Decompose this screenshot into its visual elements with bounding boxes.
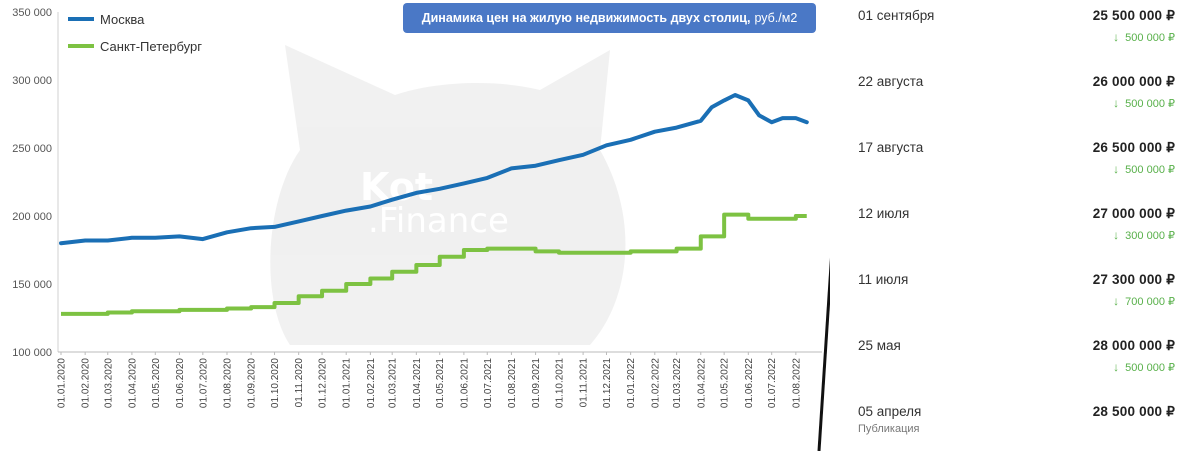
- arrow-down-icon: ↓: [1113, 228, 1120, 242]
- watermark-line2: .Finance: [368, 201, 509, 241]
- price-value: 26 500 000 ₽: [1092, 140, 1175, 155]
- price-date: 01 сентября: [858, 8, 935, 23]
- x-tick-label: 01.09.2020: [247, 358, 258, 408]
- price-history-item: 11 июля 27 300 000 ₽ ↓ 700 000 ₽: [855, 270, 1175, 320]
- y-tick-label: 150 000: [12, 279, 52, 291]
- x-tick-label: 01.06.2022: [744, 358, 755, 408]
- x-tick-label: 01.12.2021: [602, 358, 613, 408]
- x-tick-label: 01.03.2020: [103, 358, 114, 408]
- price-change: ↓ 700 000 ₽: [1113, 294, 1175, 308]
- chart-title-text: Динамика цен на жилую недвижимость двух …: [421, 11, 751, 25]
- price-history-item: 05 апреля 28 500 000 ₽ Публикация: [855, 402, 1175, 452]
- x-tick-label: 01.12.2020: [318, 358, 329, 408]
- divider-line: [817, 257, 830, 451]
- price-change: ↓ 300 000 ₽: [1113, 228, 1175, 242]
- price-value: 27 300 000 ₽: [1092, 272, 1175, 287]
- x-tick-label: 01.06.2020: [175, 358, 186, 408]
- legend-label-spb: Санкт-Петербург: [100, 39, 202, 54]
- price-history-item: 12 июля 27 000 000 ₽ ↓ 300 000 ₽: [855, 204, 1175, 254]
- x-tick-labels: 01.01.2020 01.02.2020 01.03.2020 01.04.2020…: [57, 352, 802, 408]
- x-tick-label: 01.06.2021: [459, 358, 470, 408]
- x-tick-label: 01.07.2021: [483, 358, 494, 408]
- x-tick-label: 01.05.2021: [435, 358, 446, 408]
- price-value: 27 000 000 ₽: [1092, 206, 1175, 221]
- price-change: ↓ 500 000 ₽: [1113, 162, 1175, 176]
- series-line-spb: [61, 212, 807, 316]
- x-tick-label: 01.07.2020: [198, 358, 209, 408]
- price-change-value: 500 000 ₽: [1125, 164, 1175, 176]
- publication-note: Публикация: [858, 423, 920, 435]
- x-tick-label: 01.03.2022: [672, 358, 683, 408]
- x-tick-label: 01.08.2020: [222, 358, 233, 408]
- arrow-down-icon: ↓: [1113, 294, 1120, 308]
- x-tick-label: 01.04.2022: [696, 358, 707, 408]
- y-tick-label: 300 000: [12, 75, 52, 87]
- arrow-down-icon: ↓: [1113, 30, 1120, 44]
- watermark-cat-silhouette: [270, 45, 626, 345]
- y-tick-label: 350 000: [12, 7, 52, 19]
- y-tick-labels: 100 000 150 000 200 000 250 000 300 000 350 0…: [12, 7, 52, 359]
- price-history-item: 25 мая 28 000 000 ₽ ↓ 500 000 ₽: [855, 336, 1175, 386]
- x-tick-label: 01.11.2021: [579, 358, 590, 408]
- price-date: 22 августа: [858, 74, 924, 89]
- price-history-list: 01 сентября 25 500 000 ₽ ↓ 500 000 ₽ 22 а…: [855, 0, 1185, 451]
- price-value: 28 500 000 ₽: [1092, 404, 1175, 419]
- chart-title: Динамика цен на жилую недвижимость двух …: [403, 3, 816, 33]
- x-tick-label: 01.01.2021: [342, 358, 353, 408]
- price-change-value: 500 000 ₽: [1125, 98, 1175, 110]
- price-history-item: 17 августа 26 500 000 ₽ ↓ 500 000 ₽: [855, 138, 1175, 188]
- watermark: Kot .Finance: [270, 45, 626, 345]
- price-change: ↓ 500 000 ₽: [1113, 96, 1175, 110]
- price-change-value: 300 000 ₽: [1125, 230, 1175, 242]
- y-tick-label: 250 000: [12, 143, 52, 155]
- price-date: 25 мая: [858, 338, 901, 353]
- x-tick-label: 01.04.2021: [412, 358, 423, 408]
- x-tick-label: 01.05.2022: [720, 358, 731, 408]
- arrow-down-icon: ↓: [1113, 360, 1120, 374]
- price-date: 05 апреля: [858, 404, 922, 419]
- price-chart: Kot .Finance 100 000 150 000 200 000 250 00…: [12, 7, 830, 451]
- series-line-moscow: [59, 93, 809, 246]
- x-tick-label: 01.11.2020: [294, 358, 305, 408]
- price-change-value: 700 000 ₽: [1125, 296, 1175, 308]
- x-tick-label: 01.09.2021: [531, 358, 542, 408]
- x-tick-label: 01.07.2022: [767, 358, 778, 408]
- legend: Москва Санкт-Петербург: [68, 12, 202, 54]
- legend-label-moscow: Москва: [100, 12, 145, 27]
- price-change: ↓ 500 000 ₽: [1113, 360, 1175, 374]
- price-history-item: 01 сентября 25 500 000 ₽ ↓ 500 000 ₽: [855, 6, 1175, 56]
- price-change-value: 500 000 ₽: [1125, 32, 1175, 44]
- price-date: 12 июля: [858, 206, 910, 221]
- x-tick-label: 01.08.2022: [791, 358, 802, 408]
- x-tick-label: 01.01.2022: [626, 358, 637, 408]
- price-value: 28 000 000 ₽: [1092, 338, 1175, 353]
- price-date: 11 июля: [858, 272, 909, 287]
- y-tick-label: 200 000: [12, 211, 52, 223]
- x-tick-label: 01.02.2020: [81, 358, 92, 408]
- x-tick-label: 01.10.2021: [554, 358, 565, 408]
- x-tick-label: 01.03.2021: [388, 358, 399, 408]
- price-change-value: 500 000 ₽: [1125, 362, 1175, 374]
- chart-title-unit: руб./м2: [754, 11, 798, 25]
- price-change: ↓ 500 000 ₽: [1113, 30, 1175, 44]
- arrow-down-icon: ↓: [1113, 96, 1120, 110]
- y-tick-label: 100 000: [12, 347, 52, 359]
- x-tick-label: 01.08.2021: [507, 358, 518, 408]
- x-tick-label: 01.05.2020: [151, 358, 162, 408]
- price-value: 26 000 000 ₽: [1092, 74, 1175, 89]
- x-tick-label: 01.01.2020: [57, 358, 68, 408]
- price-history-item: 22 августа 26 000 000 ₽ ↓ 500 000 ₽: [855, 72, 1175, 122]
- x-tick-label: 01.10.2020: [270, 358, 281, 408]
- price-date: 17 августа: [858, 140, 924, 155]
- arrow-down-icon: ↓: [1113, 162, 1120, 176]
- x-tick-label: 01.02.2021: [366, 358, 377, 408]
- price-value: 25 500 000 ₽: [1092, 8, 1175, 23]
- watermark-line1: Kot: [360, 165, 433, 209]
- x-tick-label: 01.02.2022: [650, 358, 661, 408]
- x-tick-label: 01.04.2020: [127, 358, 138, 408]
